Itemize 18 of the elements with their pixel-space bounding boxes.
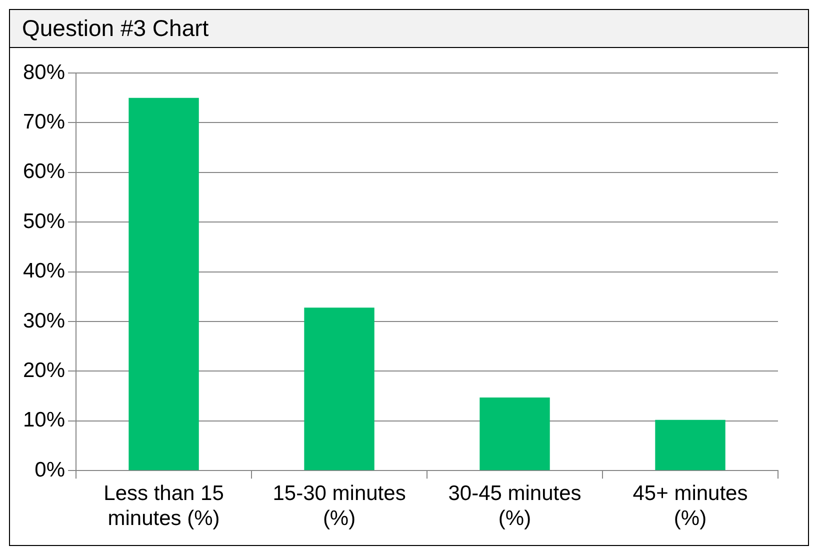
x-tick-label: 30-45 minutes (%) bbox=[448, 482, 582, 530]
y-tick-label: 70% bbox=[23, 110, 66, 134]
y-tick-label: 60% bbox=[23, 160, 66, 184]
x-tick-label: 15-30 minutes (%) bbox=[272, 482, 406, 530]
y-tick-label: 20% bbox=[23, 358, 66, 382]
y-tick-label: 10% bbox=[23, 408, 66, 432]
y-tick-label: 50% bbox=[23, 210, 66, 233]
chart-title: Question #3 Chart bbox=[10, 10, 808, 48]
y-tick-label: 0% bbox=[34, 458, 66, 482]
bar bbox=[128, 98, 199, 470]
bar bbox=[304, 308, 374, 470]
y-tick-label: 30% bbox=[23, 309, 66, 332]
y-tick-label: 40% bbox=[23, 260, 66, 283]
x-tick-label: Less than 15 minutes (%) bbox=[104, 482, 224, 530]
bar bbox=[480, 398, 550, 470]
bar bbox=[655, 420, 726, 470]
y-tick-label: 80% bbox=[23, 60, 66, 84]
x-tick-label: 45+ minutes (%) bbox=[632, 482, 748, 530]
